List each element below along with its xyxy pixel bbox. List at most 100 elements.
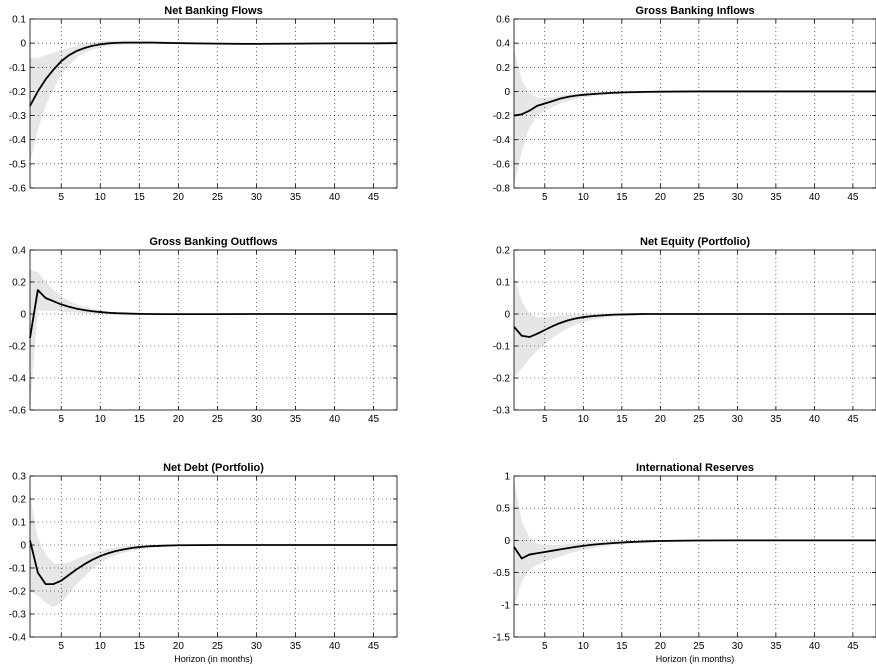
- y-tick-label: 0.2: [12, 278, 26, 289]
- impulse-response-line: [513, 90, 876, 117]
- x-tick-label: 15: [616, 641, 628, 652]
- y-tick-label: -1: [501, 600, 510, 611]
- y-tick-label: -0.2: [9, 87, 27, 98]
- y-tick-label: 0.1: [12, 15, 26, 26]
- x-tick-label: 35: [770, 414, 782, 425]
- y-tick-label: 0.2: [496, 63, 510, 74]
- y-tick-label: -0.4: [9, 374, 27, 385]
- x-tick-label: 40: [809, 641, 821, 652]
- x-tick-label: 40: [329, 414, 341, 425]
- x-tick-label: 40: [329, 192, 341, 203]
- x-tick-label: 5: [542, 192, 548, 203]
- y-tick-label: -0.5: [9, 159, 27, 170]
- y-tick-label: -0.2: [9, 342, 27, 353]
- y-tick-label: 0.2: [12, 495, 26, 506]
- y-tick-label: 0: [504, 536, 510, 547]
- x-tick-label: 10: [578, 641, 590, 652]
- y-tick-label: -0.6: [9, 184, 27, 195]
- y-tick-label: 0.2: [496, 246, 510, 257]
- chart-title: Net Banking Flows: [164, 5, 262, 17]
- y-tick-label: 0: [504, 310, 510, 321]
- x-tick-label: 40: [329, 641, 341, 652]
- x-tick-label: 20: [173, 192, 185, 203]
- y-tick-label: -0.3: [9, 111, 27, 122]
- axes-box: [29, 249, 398, 411]
- chart-panel-3: 5 10 15 20 25 30 35 40 45 -0.6 -0.4 -0.2 0 0.2 0.4 Gros…: [9, 236, 398, 425]
- x-tick-label: 45: [368, 641, 380, 652]
- x-axis-label: Horizon (in months): [656, 654, 735, 664]
- x-tick-label: 30: [251, 641, 263, 652]
- x-tick-label: 45: [847, 192, 859, 203]
- x-tick-label: 10: [95, 641, 107, 652]
- x-tick-label: 40: [809, 192, 821, 203]
- confidence-band: [30, 40, 397, 164]
- x-tick-label: 35: [770, 192, 782, 203]
- x-tick-label: 15: [616, 414, 628, 425]
- y-tick-label: 0: [20, 310, 26, 321]
- chart-panel-1: 5 10 15 20 25 30 35 40 45 -0.6 -0.5 -0.4 -0.3 -0.2 -0.…: [9, 5, 398, 203]
- y-tick-label: -0.6: [493, 159, 511, 170]
- x-tick-label: 30: [251, 192, 263, 203]
- chart-title: Gross Banking Inflows: [635, 5, 754, 17]
- x-tick-label: 15: [616, 192, 628, 203]
- x-tick-label: 25: [212, 414, 224, 425]
- x-tick-label: 10: [95, 414, 107, 425]
- x-tick-label: 25: [212, 641, 224, 652]
- chart-title: Net Debt (Portfolio): [163, 462, 264, 474]
- confidence-band: [514, 275, 876, 378]
- x-tick-label: 35: [290, 641, 302, 652]
- axes-box: [29, 18, 398, 189]
- x-tick-label: 45: [368, 192, 380, 203]
- x-tick-label: 30: [732, 641, 744, 652]
- x-tick-label: 25: [693, 414, 705, 425]
- chart-panel-4: 5 10 15 20 25 30 35 40 45 -0.3 -0.2 -0.1 0 0.1 0.2 Net …: [493, 236, 876, 425]
- y-tick-label: -1.5: [493, 633, 511, 644]
- chart-panel-5: 5 10 15 20 25 30 35 40 45 -0.4 -0.3 -0.2 -0.1 0 0.1 0.2…: [9, 462, 398, 664]
- x-tick-label: 30: [732, 414, 744, 425]
- x-tick-label: 20: [173, 414, 185, 425]
- x-tick-label: 10: [95, 192, 107, 203]
- y-tick-label: 0.6: [496, 15, 510, 26]
- chart-title: International Reserves: [636, 462, 754, 474]
- y-tick-label: -0.1: [9, 63, 27, 74]
- y-tick-label: -0.2: [9, 587, 27, 598]
- confidence-band: [514, 49, 876, 186]
- y-tick-label: -0.6: [9, 406, 27, 417]
- y-tick-label: -0.4: [9, 135, 27, 146]
- x-tick-label: 30: [732, 192, 744, 203]
- y-tick-label: 0: [20, 39, 26, 50]
- x-tick-label: 35: [290, 192, 302, 203]
- y-tick-label: 0.4: [12, 246, 26, 257]
- x-tick-label: 15: [134, 192, 146, 203]
- y-tick-label: -0.4: [493, 135, 511, 146]
- y-tick-label: 1: [504, 472, 510, 483]
- x-tick-label: 35: [770, 641, 782, 652]
- chart-title: Net Equity (Portfolio): [640, 236, 750, 248]
- y-tick-label: -0.4: [9, 633, 27, 644]
- x-tick-label: 5: [58, 414, 64, 425]
- y-tick-label: -0.1: [9, 564, 27, 575]
- y-tick-label: 0.5: [496, 504, 510, 515]
- x-tick-label: 15: [134, 414, 146, 425]
- y-tick-label: -0.5: [493, 568, 511, 579]
- confidence-band: [30, 494, 397, 608]
- y-tick-label: 0: [504, 87, 510, 98]
- y-tick-label: -0.3: [493, 406, 511, 417]
- x-tick-label: 45: [847, 641, 859, 652]
- impulse-response-line: [513, 313, 876, 338]
- impulse-response-line: [29, 41, 398, 107]
- y-tick-label: 0.3: [12, 472, 26, 483]
- x-tick-label: 25: [693, 641, 705, 652]
- axes-box: [513, 249, 876, 411]
- y-tick-label: 0: [20, 541, 26, 552]
- confidence-band: [514, 479, 876, 609]
- y-tick-label: 0.1: [496, 278, 510, 289]
- chart-title: Gross Banking Outflows: [149, 236, 277, 248]
- axes-box: [29, 475, 398, 638]
- axes-box: [513, 18, 876, 189]
- x-tick-label: 20: [655, 641, 667, 652]
- x-tick-label: 5: [58, 192, 64, 203]
- x-tick-label: 45: [368, 414, 380, 425]
